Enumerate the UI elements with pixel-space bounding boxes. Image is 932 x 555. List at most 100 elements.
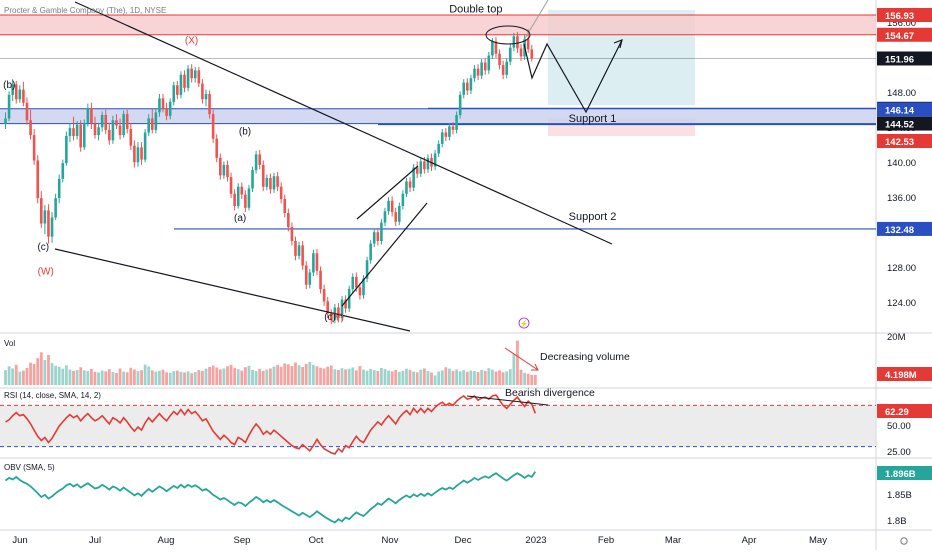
price-tick-label: 136.00 bbox=[887, 193, 916, 204]
rising-wedge-lower bbox=[341, 202, 428, 307]
projected-path bbox=[523, 39, 623, 114]
volume-bar bbox=[233, 367, 237, 385]
volume-bar bbox=[286, 364, 290, 385]
candle-body bbox=[315, 253, 319, 271]
volume-bar bbox=[440, 370, 444, 385]
candle-body bbox=[133, 145, 136, 163]
candle-body bbox=[190, 68, 193, 79]
lightning-icon bbox=[518, 317, 530, 329]
volume-bar bbox=[340, 368, 344, 385]
wave-label: (X) bbox=[185, 35, 198, 46]
volume-bar bbox=[419, 369, 423, 385]
volume-bar bbox=[426, 371, 430, 385]
volume-bar bbox=[72, 370, 75, 385]
candle-body bbox=[415, 167, 419, 174]
candle-body bbox=[376, 232, 380, 241]
volume-last-badge bbox=[877, 367, 932, 381]
volume-bar bbox=[201, 370, 204, 385]
price-tick-label: 148.00 bbox=[887, 88, 916, 99]
volume-bar bbox=[437, 371, 441, 385]
volume-bar bbox=[161, 369, 165, 385]
volume-bar bbox=[319, 367, 322, 385]
volume-bar bbox=[82, 370, 86, 385]
volume-bar bbox=[279, 366, 283, 385]
candle-body bbox=[93, 123, 97, 136]
time-tick-label: Oct bbox=[309, 535, 324, 546]
candle-body bbox=[233, 193, 236, 206]
obv-last-badge bbox=[877, 466, 932, 480]
candle-body bbox=[226, 164, 229, 178]
wave-label: (b) bbox=[3, 80, 15, 91]
candle-body bbox=[372, 232, 376, 244]
projected-path-arrowhead bbox=[613, 39, 623, 49]
volume-bar bbox=[97, 372, 100, 385]
decreasing-volume-arrow bbox=[504, 347, 539, 371]
candle-body bbox=[222, 164, 226, 176]
volume-bar bbox=[132, 369, 136, 385]
volume-bar bbox=[390, 371, 394, 385]
price-tick-label: 140.00 bbox=[887, 158, 916, 169]
candle-body bbox=[519, 48, 523, 57]
rsi-last-label: 62.29 bbox=[885, 407, 909, 418]
candle-body bbox=[423, 161, 426, 170]
bearish-divergence-line bbox=[466, 395, 549, 406]
volume-bar bbox=[412, 371, 416, 385]
volume-bar bbox=[283, 363, 287, 385]
volume-bar bbox=[186, 371, 190, 385]
volume-bar bbox=[158, 370, 161, 385]
candle-body bbox=[43, 210, 47, 224]
candle-body bbox=[398, 206, 401, 222]
time-tick-label: Jun bbox=[12, 535, 27, 546]
volume-bar bbox=[408, 370, 412, 385]
candle-body bbox=[154, 112, 158, 130]
volume-bar bbox=[36, 358, 40, 385]
candle-body bbox=[125, 114, 129, 129]
volume-bar bbox=[179, 371, 183, 385]
candle-body bbox=[358, 287, 362, 296]
candle-body bbox=[501, 65, 505, 75]
candle-body bbox=[100, 115, 104, 128]
volume-bar bbox=[136, 371, 140, 385]
decreasing-volume-label: Decreasing volume bbox=[540, 351, 630, 363]
time-tick-label: May bbox=[809, 535, 827, 546]
obv-tick-label: 1.8B bbox=[887, 516, 907, 527]
volume-bar bbox=[86, 371, 90, 385]
volume-bar bbox=[422, 368, 426, 385]
price-badge bbox=[877, 51, 932, 66]
time-tick-label: Nov bbox=[382, 535, 399, 546]
volume-bar bbox=[208, 367, 211, 385]
candle-body bbox=[508, 47, 512, 62]
candle-body bbox=[276, 176, 279, 187]
volume-bar bbox=[193, 372, 197, 385]
volume-bar bbox=[430, 372, 433, 385]
price-tick-label: 124.00 bbox=[887, 298, 916, 309]
candle-body bbox=[326, 301, 329, 314]
candle-body bbox=[50, 217, 54, 237]
volume-bar bbox=[480, 369, 484, 385]
volume-bar bbox=[533, 374, 537, 385]
candle-body bbox=[308, 272, 312, 285]
volume-bar bbox=[165, 372, 168, 385]
candle-body bbox=[451, 126, 455, 130]
volume-bar bbox=[79, 367, 83, 385]
candle-body bbox=[211, 114, 215, 139]
volume-bar bbox=[190, 373, 194, 385]
wave-label: (c) bbox=[37, 242, 49, 253]
time-tick-label: Mar bbox=[665, 535, 681, 546]
volume-bar bbox=[4, 370, 7, 385]
candle-body bbox=[247, 188, 251, 208]
candle-body bbox=[469, 78, 473, 91]
candle-body bbox=[65, 136, 68, 164]
volume-bar bbox=[455, 369, 458, 385]
volume-bar bbox=[337, 369, 340, 385]
candle-body bbox=[272, 176, 276, 190]
candle-body bbox=[61, 163, 65, 179]
volume-bar bbox=[383, 369, 387, 385]
volume-title: Vol bbox=[4, 339, 15, 348]
volume-bar bbox=[304, 363, 308, 385]
candle-body bbox=[526, 38, 530, 50]
candle-body bbox=[244, 194, 247, 208]
volume-bar bbox=[68, 369, 72, 385]
